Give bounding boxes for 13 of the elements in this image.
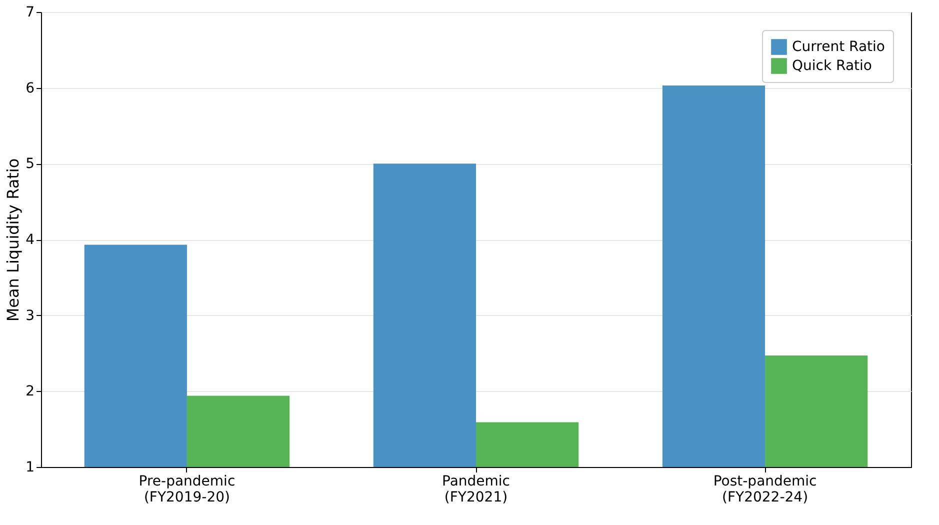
y-axis-title: Mean Liquidity Ratio: [4, 158, 23, 322]
x-tick-label: Pre-pandemic (FY2019-20): [138, 474, 236, 506]
y-tick-label: 2: [26, 384, 34, 400]
y-tick-label: 1: [26, 460, 34, 476]
y-tick-label: 7: [26, 4, 34, 20]
x-tick-label: Post-pandemic (FY2022-24): [713, 474, 817, 506]
y-tick-label: 6: [26, 80, 35, 96]
y-tick-label: 4: [26, 232, 35, 248]
y-tick-label: 3: [26, 308, 34, 324]
legend-label: Current Ratio: [792, 39, 885, 55]
x-tick-label: Pandemic (FY2021): [442, 474, 510, 506]
y-tick-label: 5: [26, 156, 34, 172]
legend-label: Quick Ratio: [792, 58, 872, 74]
